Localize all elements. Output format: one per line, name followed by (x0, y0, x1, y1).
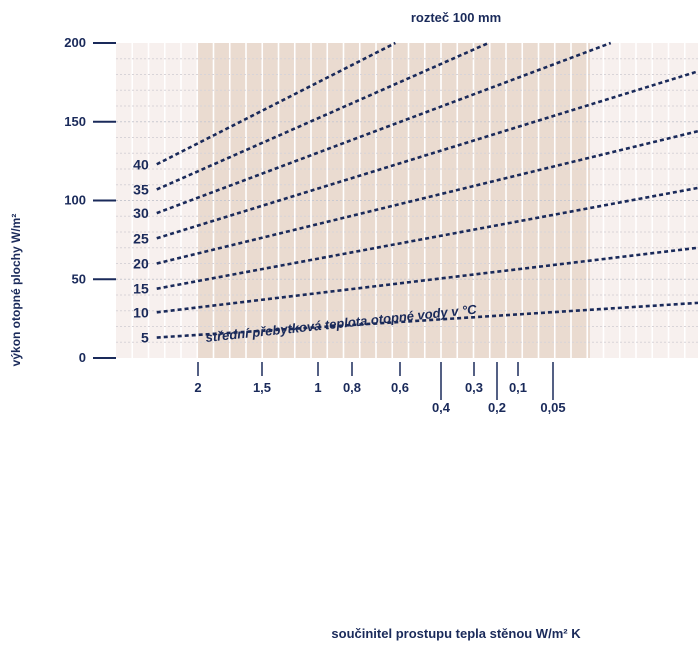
x-tick-label: 0,3 (465, 380, 483, 395)
x-tick-label: 0,1 (509, 380, 527, 395)
series-line-35 (156, 41, 490, 191)
series-label-20: 20 (133, 256, 149, 272)
series-label-15: 15 (133, 281, 149, 297)
x-tick-label: 0,05 (540, 400, 565, 415)
x-tick-label: 0,8 (343, 380, 361, 395)
series-line-30 (156, 41, 612, 215)
series-line-25 (156, 70, 698, 240)
y-tick-label: 0 (79, 350, 86, 365)
series-line-40 (156, 41, 396, 166)
plot-layer: 0 50 100 150 200 2 1,5 1 0,8 0,6 0,3 0,1 0,4 0,2 0,05 5… (64, 35, 698, 415)
x-tick-label: 0,6 (391, 380, 409, 395)
y-tick-label: 50 (72, 271, 86, 286)
y-tick-label: 150 (64, 114, 86, 129)
y-axis-label: výkon otopné plochy W/m² (9, 214, 23, 367)
series-line-5 (156, 301, 698, 339)
series-label-30: 30 (133, 205, 149, 221)
series-label-10: 10 (133, 304, 149, 320)
series-label-35: 35 (133, 181, 149, 197)
series-line-20 (156, 129, 698, 265)
x-tick-label: 1,5 (253, 380, 271, 395)
y-tick-label: 200 (64, 35, 86, 50)
x-tick-label: 0,4 (432, 400, 451, 415)
series-label-25: 25 (133, 230, 149, 246)
series-line-15 (156, 186, 698, 290)
series-label-40: 40 (133, 156, 149, 172)
x-tick-label: 1 (314, 380, 321, 395)
series-label-5: 5 (141, 330, 149, 346)
chart-title: rozteč 100 mm (411, 10, 501, 25)
x-tick-label: 2 (194, 380, 201, 395)
x-axis-label: součinitel prostupu tepla stěnou W/m² K (331, 626, 581, 641)
y-tick-label: 100 (64, 193, 86, 208)
x-tick-label: 0,2 (488, 400, 506, 415)
